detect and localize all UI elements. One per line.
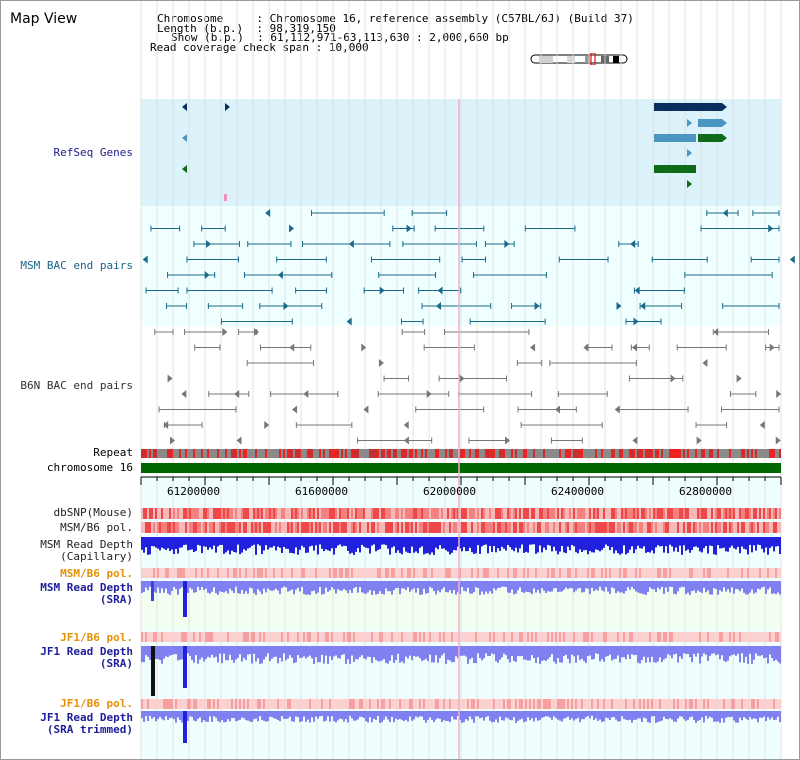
- msm-b6-pol-track: [141, 522, 781, 533]
- label-msm-depth-sra[interactable]: MSM Read Depth (SRA): [40, 582, 133, 606]
- info-length-value: 98,319,150: [269, 22, 336, 35]
- info-length-row: Length (b.p.) : 98,319,150: [157, 22, 336, 35]
- msm-depth-sra-track: [141, 581, 781, 617]
- info-coverage-label: Read coverage check span: [150, 41, 309, 54]
- msm-bac-pairs: [142, 209, 795, 326]
- label-chromosome[interactable]: chromosome 16: [46, 461, 133, 474]
- label-jf1-b6-pol-2[interactable]: JF1/B6 pol.: [60, 697, 133, 710]
- jf1-b6-pol-track-2: [141, 699, 781, 709]
- label-jf1-b6-pol[interactable]: JF1/B6 pol.: [60, 631, 133, 644]
- refseq-genes: [182, 103, 727, 201]
- axis-tick-label: 61200000: [167, 485, 220, 498]
- label-repeat[interactable]: Repeat: [93, 446, 133, 459]
- b6n-bac-pairs: [154, 328, 782, 445]
- position-axis: [140, 476, 782, 485]
- jf1-depth-sra-track: [141, 646, 781, 696]
- msm-depth-capillary-track: [141, 537, 781, 555]
- info-chromosome-label: Chromosome: [157, 12, 250, 25]
- axis-tick-label: 62000000: [423, 485, 476, 498]
- jf1-depth-trimmed-track: [141, 711, 781, 743]
- label-msm-depth-capillary-line2: (Capillary): [60, 550, 133, 563]
- info-show-label: Show (b.p.): [171, 31, 251, 44]
- axis-tick-label: 62800000: [679, 485, 732, 498]
- dbsnp-track: [141, 508, 781, 519]
- info-length-label: Length (b.p.): [157, 22, 250, 35]
- info-chromosome-value: Chromosome 16, reference assembly (C57BL…: [269, 12, 634, 25]
- jf1-b6-pol-track: [141, 632, 781, 642]
- page-title: Map View: [10, 11, 78, 27]
- label-refseq-genes[interactable]: RefSeq Genes: [53, 146, 133, 159]
- label-msm-bac[interactable]: MSM BAC end pairs: [20, 259, 133, 272]
- label-msm-b6-pol-2[interactable]: MSM/B6 pol.: [60, 567, 133, 580]
- label-dbsnp[interactable]: dbSNP(Mouse): [53, 506, 133, 519]
- info-chromosome-row: Chromosome : Chromosome 16, reference as…: [157, 12, 634, 25]
- chromosome-ideogram[interactable]: [529, 53, 631, 65]
- msm-b6-pol-track-2: [141, 568, 781, 578]
- axis-tick-label: 62400000: [551, 485, 604, 498]
- chromosome-bar: [141, 463, 781, 473]
- axis-tick-label: 61600000: [295, 485, 348, 498]
- label-jf1-depth-trimmed-line2: (SRA trimmed): [46, 723, 133, 736]
- label-jf1-depth-trimmed-line1: JF1 Read Depth: [40, 711, 133, 724]
- label-jf1-depth-sra[interactable]: JF1 Read Depth (SRA): [40, 646, 133, 670]
- label-jf1-depth-sra-line2: (SRA): [99, 657, 133, 670]
- label-msm-depth-sra-line2: (SRA): [99, 593, 133, 606]
- label-jf1-depth-sra-line1: JF1 Read Depth: [40, 645, 133, 658]
- label-msm-depth-sra-line1: MSM Read Depth: [40, 581, 133, 594]
- label-msm-b6-pol[interactable]: MSM/B6 pol.: [60, 521, 133, 534]
- info-show-row: Show (b.p.) : 61,112,971-63,113,630 : 2,…: [171, 31, 509, 44]
- info-show-value: 61,112,971-63,113,630 : 2,000,660 bp: [270, 31, 509, 44]
- label-msm-depth-capillary-line1: MSM Read Depth: [40, 538, 133, 551]
- label-jf1-depth-trimmed[interactable]: JF1 Read Depth (SRA trimmed): [40, 712, 133, 736]
- repeat-track: [141, 449, 781, 458]
- label-b6n-bac[interactable]: B6N BAC end pairs: [20, 379, 133, 392]
- label-msm-depth-capillary[interactable]: MSM Read Depth (Capillary): [40, 539, 133, 563]
